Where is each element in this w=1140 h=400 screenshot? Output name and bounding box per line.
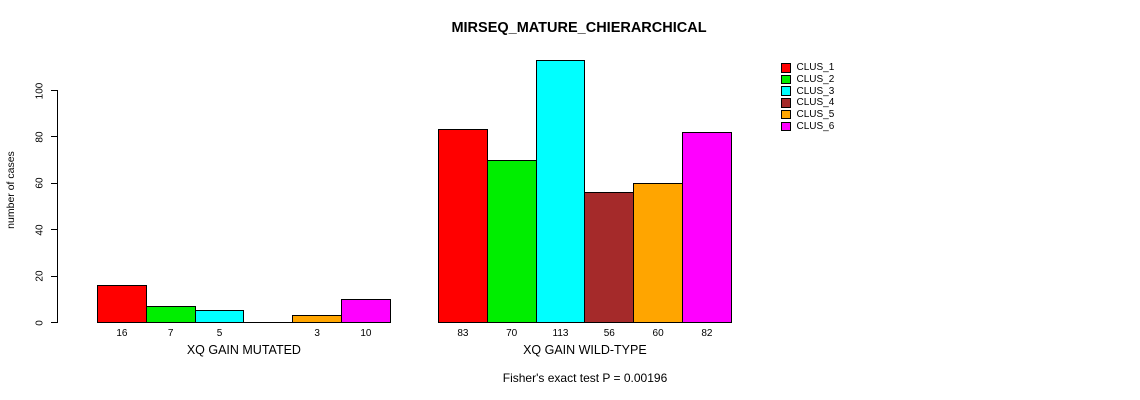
legend: CLUS_1 CLUS_2 CLUS_3 CLUS_4 CLUS_5 CLUS_6 — [781, 62, 834, 132]
y-tick-label: 60 — [34, 177, 46, 189]
bar-value-label: 16 — [116, 328, 128, 339]
bar-value-label: 113 — [552, 328, 569, 339]
bar-clus_4-group1 — [243, 322, 294, 323]
bar-clus_6-group2 — [682, 131, 732, 323]
legend-swatch-icon — [781, 109, 791, 120]
bar-clus_5-group2 — [633, 182, 683, 323]
legend-label: CLUS_1 — [796, 62, 835, 74]
legend-swatch-icon — [781, 121, 791, 132]
bar-clus_3-group2 — [535, 59, 586, 323]
y-tick-mark — [51, 136, 57, 138]
y-tick-mark — [51, 182, 57, 184]
legend-swatch-icon — [781, 86, 791, 96]
y-axis-label: number of cases — [5, 151, 17, 229]
bar-clus_2-group2 — [486, 159, 537, 323]
bar-value-label: 83 — [457, 328, 469, 339]
y-tick-mark — [51, 90, 57, 91]
legend-swatch-icon — [781, 98, 791, 108]
legend-label: CLUS_5 — [796, 109, 835, 121]
bar-value-label: 10 — [360, 328, 372, 339]
legend-row-clus_1: CLUS_1 — [781, 62, 834, 74]
legend-label: CLUS_6 — [796, 120, 835, 132]
y-tick-label: 100 — [34, 82, 46, 99]
bar-value-label: 60 — [652, 328, 664, 339]
legend-row-clus_4: CLUS_4 — [781, 97, 834, 109]
bar-clus_4-group2 — [584, 192, 635, 323]
legend-swatch-icon — [781, 63, 791, 73]
y-tick-mark — [51, 275, 57, 277]
y-tick-label: 20 — [34, 270, 46, 282]
bar-clus_2-group1 — [145, 305, 196, 323]
bar-value-label: 7 — [167, 328, 174, 339]
bar-clus_6-group1 — [341, 298, 391, 323]
bar-clus_1-group2 — [438, 129, 488, 323]
legend-label: CLUS_4 — [796, 97, 835, 109]
y-tick-mark — [51, 229, 57, 231]
bar-value-label: 5 — [216, 328, 223, 339]
y-tick-mark — [51, 322, 57, 323]
bar-value-label: 70 — [506, 328, 518, 339]
legend-row-clus_5: CLUS_5 — [781, 109, 834, 121]
group-label-2: XQ GAIN WILD-TYPE — [523, 343, 647, 357]
y-tick-label: 0 — [34, 319, 46, 326]
bar-clus_5-group1 — [292, 315, 342, 323]
bar-value-label: 56 — [603, 328, 615, 339]
bar-value-label: 3 — [314, 328, 320, 339]
bar-clus_3-group1 — [194, 310, 245, 323]
fisher-test-annotation: Fisher's exact test P = 0.00196 — [502, 371, 668, 385]
bar-value-label: 82 — [701, 328, 713, 339]
y-axis-line — [57, 90, 58, 323]
legend-swatch-icon — [781, 74, 791, 85]
legend-row-clus_6: CLUS_6 — [781, 120, 834, 132]
y-tick-label: 40 — [34, 224, 46, 236]
legend-label: CLUS_3 — [796, 85, 835, 97]
legend-label: CLUS_2 — [796, 74, 835, 86]
bar-clus_1-group1 — [97, 284, 147, 323]
legend-row-clus_3: CLUS_3 — [781, 85, 834, 97]
chart-title: MIRSEQ_MATURE_CHIERARCHICAL — [451, 20, 707, 36]
y-tick-label: 80 — [34, 131, 46, 143]
group-label-1: XQ GAIN MUTATED — [186, 343, 301, 357]
legend-row-clus_2: CLUS_2 — [781, 74, 834, 86]
